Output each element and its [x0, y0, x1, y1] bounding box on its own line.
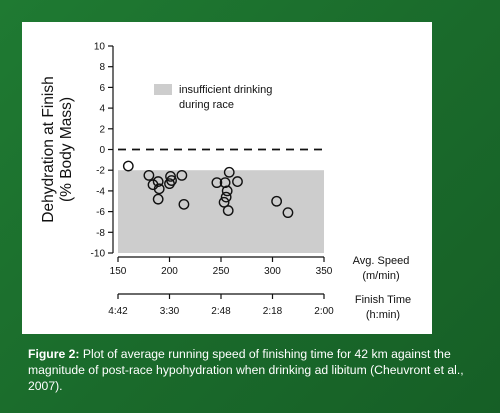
x-tick-label: 250: [213, 266, 230, 277]
time-tick-label: 2:18: [263, 306, 283, 317]
data-point: [152, 176, 164, 187]
data-point: [152, 193, 164, 205]
data-point: [153, 183, 165, 195]
speed-axis-title-line2: (m/min): [362, 270, 399, 282]
y-tick-label: -6: [96, 207, 105, 218]
x-tick-label: 150: [110, 266, 127, 277]
scatter-chart: insufficient drinking during race 10 8 6 4 2…: [40, 42, 411, 322]
data-point: [165, 171, 176, 182]
data-point: [221, 185, 233, 197]
y-tick-label: 10: [94, 42, 106, 53]
data-point: [220, 191, 232, 203]
x-axis-finish-time: 4:42 3:30 2:48 2:18 2:00: [108, 293, 334, 317]
data-point: [282, 207, 294, 219]
data-point: [176, 169, 188, 181]
y-tick-label: -8: [96, 228, 105, 239]
time-tick-label: 2:00: [314, 306, 334, 317]
x-tick-label: 300: [264, 266, 281, 277]
data-point: [122, 160, 134, 172]
y-tick-label: 2: [99, 124, 105, 135]
y-axis-title-line1: Dehydration at Finish: [40, 76, 57, 222]
y-tick-label: 0: [99, 145, 105, 156]
caption-text: Plot of average running speed of finishi…: [28, 347, 464, 393]
data-point: [178, 198, 190, 210]
data-point: [218, 196, 230, 208]
y-axis: 10 8 6 4 2 0 -2 -4 -6 -8 -10: [91, 42, 114, 260]
data-point: [219, 177, 231, 189]
x-tick-label: 350: [316, 266, 333, 277]
data-point: [271, 195, 283, 207]
speed-axis-title-line1: Avg. Speed: [353, 255, 410, 267]
data-point: [164, 178, 175, 190]
data-point: [211, 177, 223, 189]
y-tick-label: 4: [99, 104, 105, 115]
time-axis-title-line1: Finish Time: [355, 294, 411, 306]
time-tick-label: 2:48: [211, 306, 231, 317]
legend-label-line2: during race: [179, 99, 234, 111]
data-point: [143, 169, 155, 181]
caption-label: Figure 2:: [28, 347, 80, 361]
legend-label-line1: insufficient drinking: [179, 84, 272, 96]
time-tick-label: 4:42: [108, 306, 128, 317]
data-point: [222, 205, 234, 216]
time-axis-title-line2: (h:min): [366, 309, 400, 321]
figure-caption: Figure 2: Plot of average running speed …: [28, 346, 468, 394]
plot-panel: insufficient drinking during race 10 8 6 4 2…: [22, 22, 432, 334]
y-tick-label: 8: [99, 62, 105, 73]
x-axis-speed: 150 200 250 300 350: [110, 256, 333, 277]
data-point: [232, 176, 243, 187]
y-tick-label: -10: [91, 249, 106, 260]
y-tick-label: -4: [96, 186, 105, 197]
y-tick-label: -2: [96, 166, 105, 177]
y-axis-title-line2: (% Body Mass): [58, 97, 75, 202]
x-tick-label: 200: [161, 266, 178, 277]
legend-swatch: [154, 84, 172, 95]
y-tick-label: 6: [99, 83, 105, 94]
data-point: [166, 175, 177, 186]
time-tick-label: 3:30: [160, 306, 180, 317]
data-point: [223, 166, 235, 178]
data-points: [122, 160, 294, 219]
